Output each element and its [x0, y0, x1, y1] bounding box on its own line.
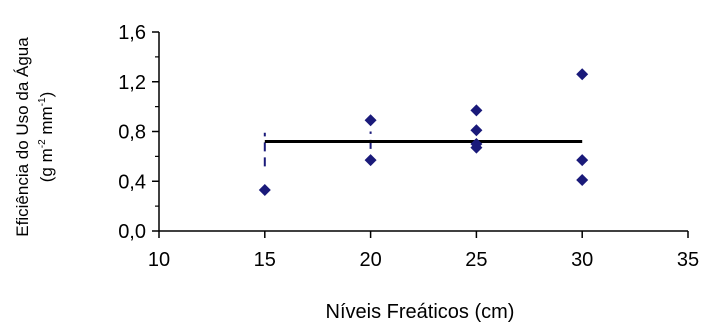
data-point-diamond [470, 104, 483, 117]
x-tick-label: 25 [465, 249, 487, 271]
y-tick-label: 0,8 [118, 122, 146, 144]
x-tick-label: 35 [677, 249, 699, 271]
x-tick-label: 15 [254, 249, 276, 271]
y-tick-label: 0,4 [118, 171, 146, 193]
data-point-diamond [576, 154, 589, 167]
x-axis-title: Níveis Freáticos (cm) [326, 301, 515, 323]
data-point-diamond [258, 183, 271, 196]
x-tick-label: 10 [148, 249, 170, 271]
y-axis-title-line2-suffix: ) [37, 92, 56, 98]
data-points [258, 68, 589, 196]
axes [158, 32, 688, 232]
y-axis-title-line2-middle: mm [37, 106, 56, 139]
data-point-diamond [470, 141, 483, 154]
x-tick-label: 30 [571, 249, 593, 271]
y-axis-title-sup2: -1 [37, 97, 48, 106]
x-axis-ticks: 10 15 20 25 30 35 [148, 231, 699, 271]
data-point-diamond [364, 154, 377, 167]
x-tick-label: 20 [359, 249, 381, 271]
data-point-diamond [364, 114, 377, 127]
y-tick-label: 0,0 [118, 221, 146, 243]
y-axis-title-line1: Eficiência do Uso da Água [13, 37, 32, 237]
y-axis-title-line2: (g m-2 mm-1) [37, 92, 56, 183]
data-point-diamond [576, 68, 589, 81]
data-point-diamond [576, 174, 589, 187]
y-axis-ticks: 0,0 0,4 0,8 1,2 1,6 [118, 22, 159, 243]
y-axis-title-sup1: -2 [37, 139, 48, 148]
y-axis-title-line2-prefix: (g m [37, 148, 56, 182]
error-bars [263, 131, 372, 167]
y-tick-label: 1,2 [118, 72, 146, 94]
data-point-diamond [470, 124, 483, 137]
y-tick-label: 1,6 [118, 22, 146, 44]
